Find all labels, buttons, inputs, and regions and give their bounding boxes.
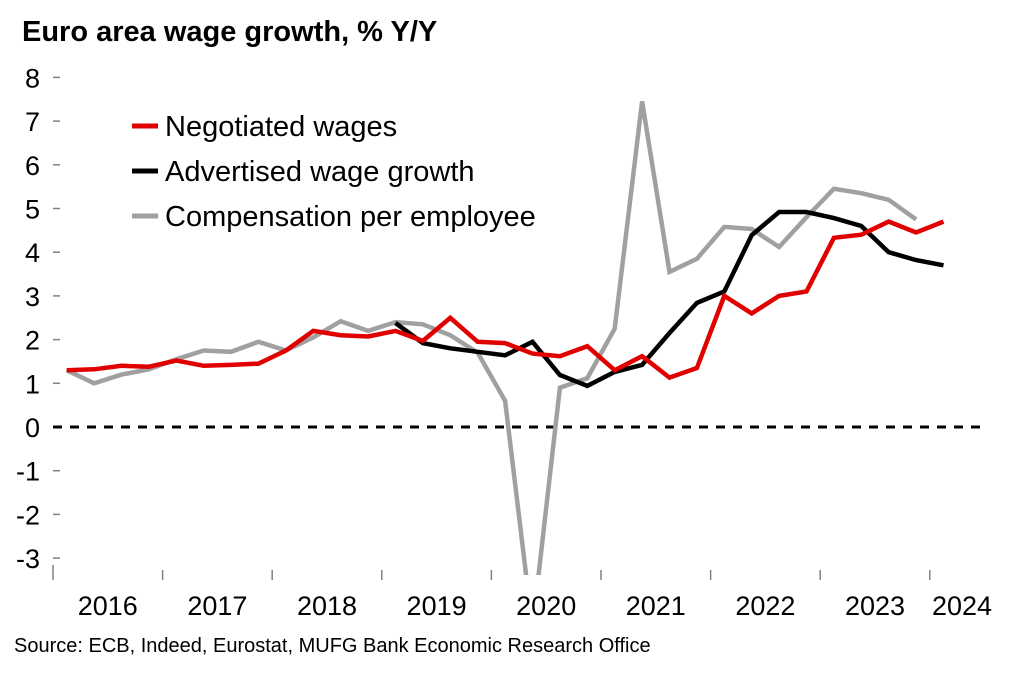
x-tick-label: 2019 (407, 591, 467, 621)
y-tick-label: -2 (16, 500, 40, 530)
x-tick-label: 2017 (187, 591, 247, 621)
x-tick-label: 2024 (932, 591, 992, 621)
y-tick-label: 6 (25, 151, 40, 181)
y-tick-label: -3 (16, 544, 40, 574)
legend-label: Compensation per employee (165, 201, 536, 233)
x-tick-label: 2020 (516, 591, 576, 621)
x-tick-label: 2021 (626, 591, 686, 621)
legend-label: Advertised wage growth (165, 156, 475, 188)
y-tick-label: 8 (25, 63, 40, 93)
legend-label: Negotiated wages (165, 111, 397, 143)
series-line-negotiated-wages (66, 219, 945, 381)
y-tick-label: 3 (25, 282, 40, 312)
source-note: Source: ECB, Indeed, Eurostat, MUFG Bank… (14, 635, 651, 657)
x-tick-label: 2018 (297, 591, 357, 621)
y-tick-label: 1 (25, 369, 40, 399)
series-line-advertised-wage-growth (394, 209, 944, 389)
y-tick-label: 7 (25, 107, 40, 137)
y-tick-label: 2 (25, 326, 40, 356)
y-tick-label: 5 (25, 195, 40, 225)
series-line-compensation-per-employee (65, 101, 918, 575)
y-tick-label: -1 (16, 457, 40, 487)
chart-title: Euro area wage growth, % Y/Y (22, 16, 438, 48)
x-tick-label: 2022 (735, 591, 795, 621)
y-tick-label: 4 (25, 238, 40, 268)
x-tick-label: 2023 (845, 591, 905, 621)
x-tick-label: 2016 (78, 591, 138, 621)
y-tick-label: 0 (25, 413, 40, 443)
